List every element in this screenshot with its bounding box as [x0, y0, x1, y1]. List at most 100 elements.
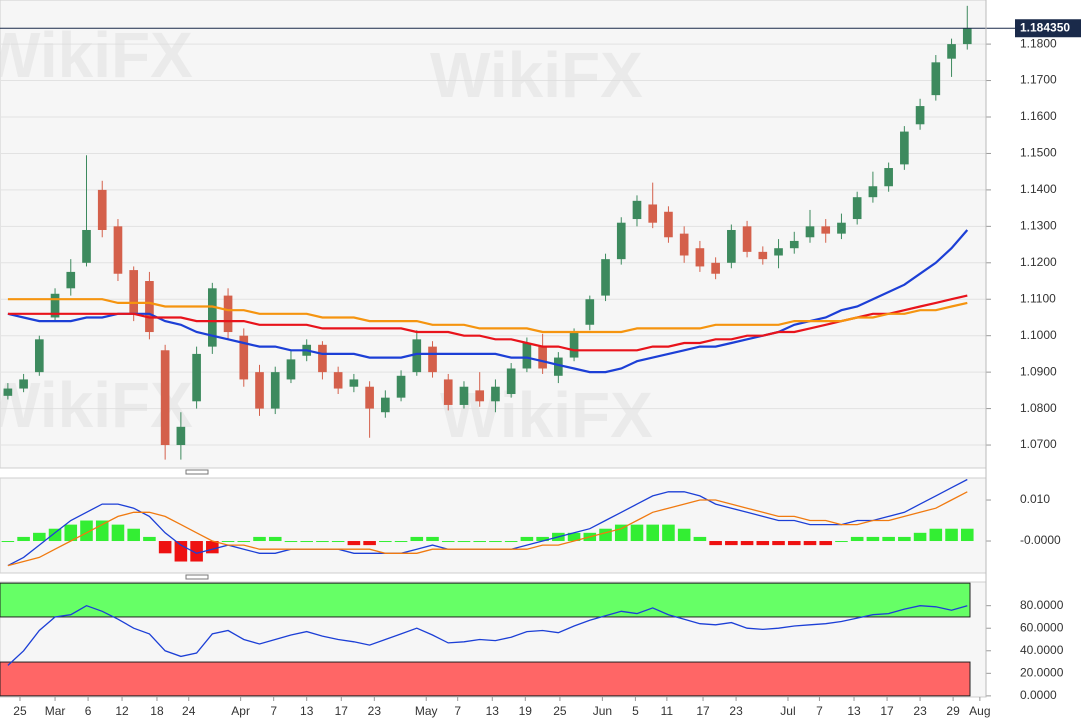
histogram-bar: [740, 541, 754, 546]
x-tick-label: Jun: [593, 704, 612, 718]
candle-body: [569, 332, 579, 358]
histogram-bar: [394, 541, 408, 543]
x-tick-label: 13: [847, 704, 861, 718]
y-tick-label: 80.0000: [1020, 598, 1064, 612]
histogram-bar: [725, 541, 738, 546]
histogram-bar: [835, 541, 848, 543]
candle-body: [679, 233, 689, 256]
x-tick-label: 7: [816, 704, 823, 718]
x-tick-label: Aug: [969, 704, 990, 718]
histogram-bar: [95, 520, 109, 542]
x-tick-label: 17: [335, 704, 349, 718]
x-tick-label: Mar: [45, 704, 66, 718]
x-tick-label: Apr: [231, 704, 250, 718]
histogram-bar: [316, 541, 329, 543]
candle-body: [837, 222, 846, 234]
y-tick-label: 1.1400: [1020, 182, 1057, 196]
x-tick-label: 23: [368, 704, 382, 718]
histogram-bar: [662, 524, 675, 542]
histogram-bar: [489, 541, 502, 543]
candle-body: [396, 375, 406, 398]
histogram-bar: [630, 524, 644, 542]
histogram-bar: [536, 536, 549, 542]
x-tick-label: 19: [519, 704, 533, 718]
histogram-bar: [520, 536, 534, 542]
candle-body: [381, 397, 390, 413]
y-tick-label: -0.0000: [1020, 533, 1061, 547]
histogram-bar: [158, 541, 172, 554]
candle-body: [805, 226, 815, 238]
histogram-bar: [787, 541, 801, 546]
candle-body: [852, 197, 862, 220]
histogram-bar: [473, 541, 486, 543]
x-tick-label: 24: [182, 704, 196, 718]
candle-body: [789, 240, 799, 249]
y-tick-label: 1.1700: [1020, 73, 1057, 87]
rsi-band: [0, 661, 971, 697]
y-tick-label: 1.1600: [1020, 109, 1057, 123]
y-tick-label: 1.1500: [1020, 146, 1057, 160]
candle-body: [915, 106, 925, 125]
candle-body: [318, 344, 327, 373]
histogram-bar: [174, 541, 188, 562]
candle-body: [34, 339, 44, 373]
histogram-bar: [190, 541, 203, 562]
histogram-bar: [206, 541, 219, 554]
histogram-bar: [599, 528, 612, 542]
candle-body: [97, 189, 107, 230]
histogram-bar: [772, 541, 785, 546]
x-tick-label: Jul: [780, 704, 795, 718]
histogram-bar: [347, 541, 361, 546]
candle-body: [192, 353, 201, 402]
candle-body: [648, 204, 658, 223]
candle-body: [113, 226, 123, 274]
histogram-bar: [457, 541, 471, 543]
x-tick-label: 23: [729, 704, 743, 718]
x-tick-label: 6: [85, 704, 92, 718]
y-tick-label: 1.0700: [1020, 437, 1057, 451]
y-tick-label: 1.1800: [1020, 36, 1057, 50]
x-tick-label: 29: [946, 704, 960, 718]
candle-body: [255, 372, 264, 409]
x-tick-label: 7: [270, 704, 277, 718]
indicator-line: [7, 491, 968, 567]
rsi-band: [0, 582, 971, 618]
candle-body: [585, 299, 595, 325]
y-tick-label: 1.1100: [1020, 291, 1056, 305]
candle-body: [160, 350, 170, 446]
candle-body: [19, 379, 28, 389]
x-tick-label: 13: [486, 704, 500, 718]
candle-body: [742, 226, 752, 252]
x-tick-label: 25: [13, 704, 27, 718]
candle-body: [333, 372, 343, 389]
indicator-line: [7, 294, 968, 352]
histogram-bar: [33, 532, 46, 542]
candle-body: [931, 62, 941, 96]
candle-body: [758, 251, 768, 260]
candle-body: [129, 270, 139, 314]
histogram-bar: [709, 541, 722, 546]
candle-body: [962, 28, 972, 45]
x-tick-label: 5: [632, 704, 639, 718]
candle-body: [349, 379, 359, 387]
candle-body: [475, 390, 485, 402]
candle-body: [821, 226, 831, 234]
histogram-bar: [677, 528, 691, 542]
y-tick-label: 1.1000: [1020, 328, 1057, 342]
candle-body: [428, 346, 437, 373]
x-tick-label: 17: [880, 704, 894, 718]
indicator-line: [7, 604, 968, 666]
histogram-bar: [237, 541, 251, 543]
histogram-bar: [819, 541, 833, 546]
histogram-bar: [64, 524, 78, 542]
y-tick-label: 1.0800: [1020, 401, 1057, 415]
candle-body: [538, 346, 547, 369]
watermark: WikiFX: [0, 19, 193, 91]
histogram-bar: [253, 536, 266, 542]
candle-body: [695, 248, 705, 267]
candle-body: [145, 281, 154, 333]
last-price-box: [1015, 19, 1081, 38]
histogram-bar: [866, 536, 880, 542]
histogram-bar: [646, 524, 660, 542]
